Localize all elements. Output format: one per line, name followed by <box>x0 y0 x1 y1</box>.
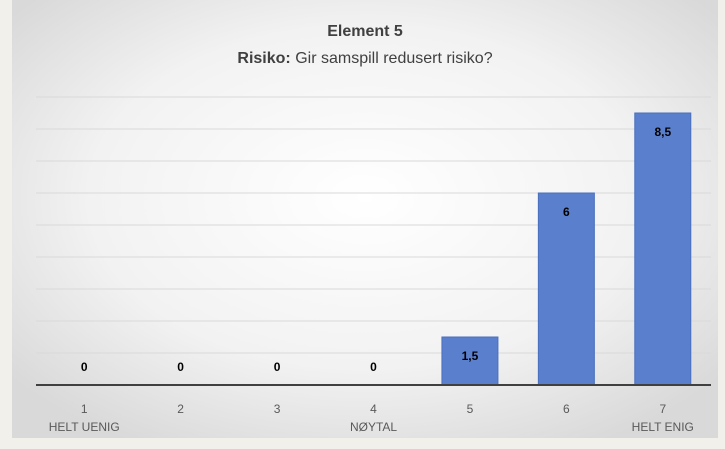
chart-title: Element 5 <box>327 23 403 40</box>
bar <box>634 112 692 386</box>
x-tick-label: 3 <box>274 402 281 416</box>
data-label: 1,5 <box>462 349 479 363</box>
bar <box>537 192 595 386</box>
subtitle-text: Gir samspill redusert risiko? <box>295 50 492 67</box>
x-tick-label: 1 <box>81 402 88 416</box>
x-tick-label: 5 <box>467 402 474 416</box>
x-tick-label: 4 <box>370 402 377 416</box>
subtitle-label: Risiko: <box>237 50 290 67</box>
chart-background <box>12 0 718 438</box>
x-tick-sublabel: NØYTAL <box>350 420 397 434</box>
data-label: 6 <box>563 205 570 219</box>
data-label: 0 <box>81 360 88 374</box>
x-tick-label: 2 <box>177 402 184 416</box>
data-label: 8,5 <box>654 125 671 139</box>
data-label: 0 <box>274 360 281 374</box>
bar <box>441 336 499 386</box>
x-tick-sublabel: HELT ENIG <box>632 420 694 434</box>
data-label: 0 <box>177 360 184 374</box>
x-tick-sublabel: HELT UENIG <box>49 420 120 434</box>
x-tick-label: 7 <box>659 402 666 416</box>
data-label: 0 <box>370 360 377 374</box>
chart-subtitle: Risiko: Gir samspill redusert risiko? <box>237 50 492 67</box>
x-tick-label: 6 <box>563 402 570 416</box>
